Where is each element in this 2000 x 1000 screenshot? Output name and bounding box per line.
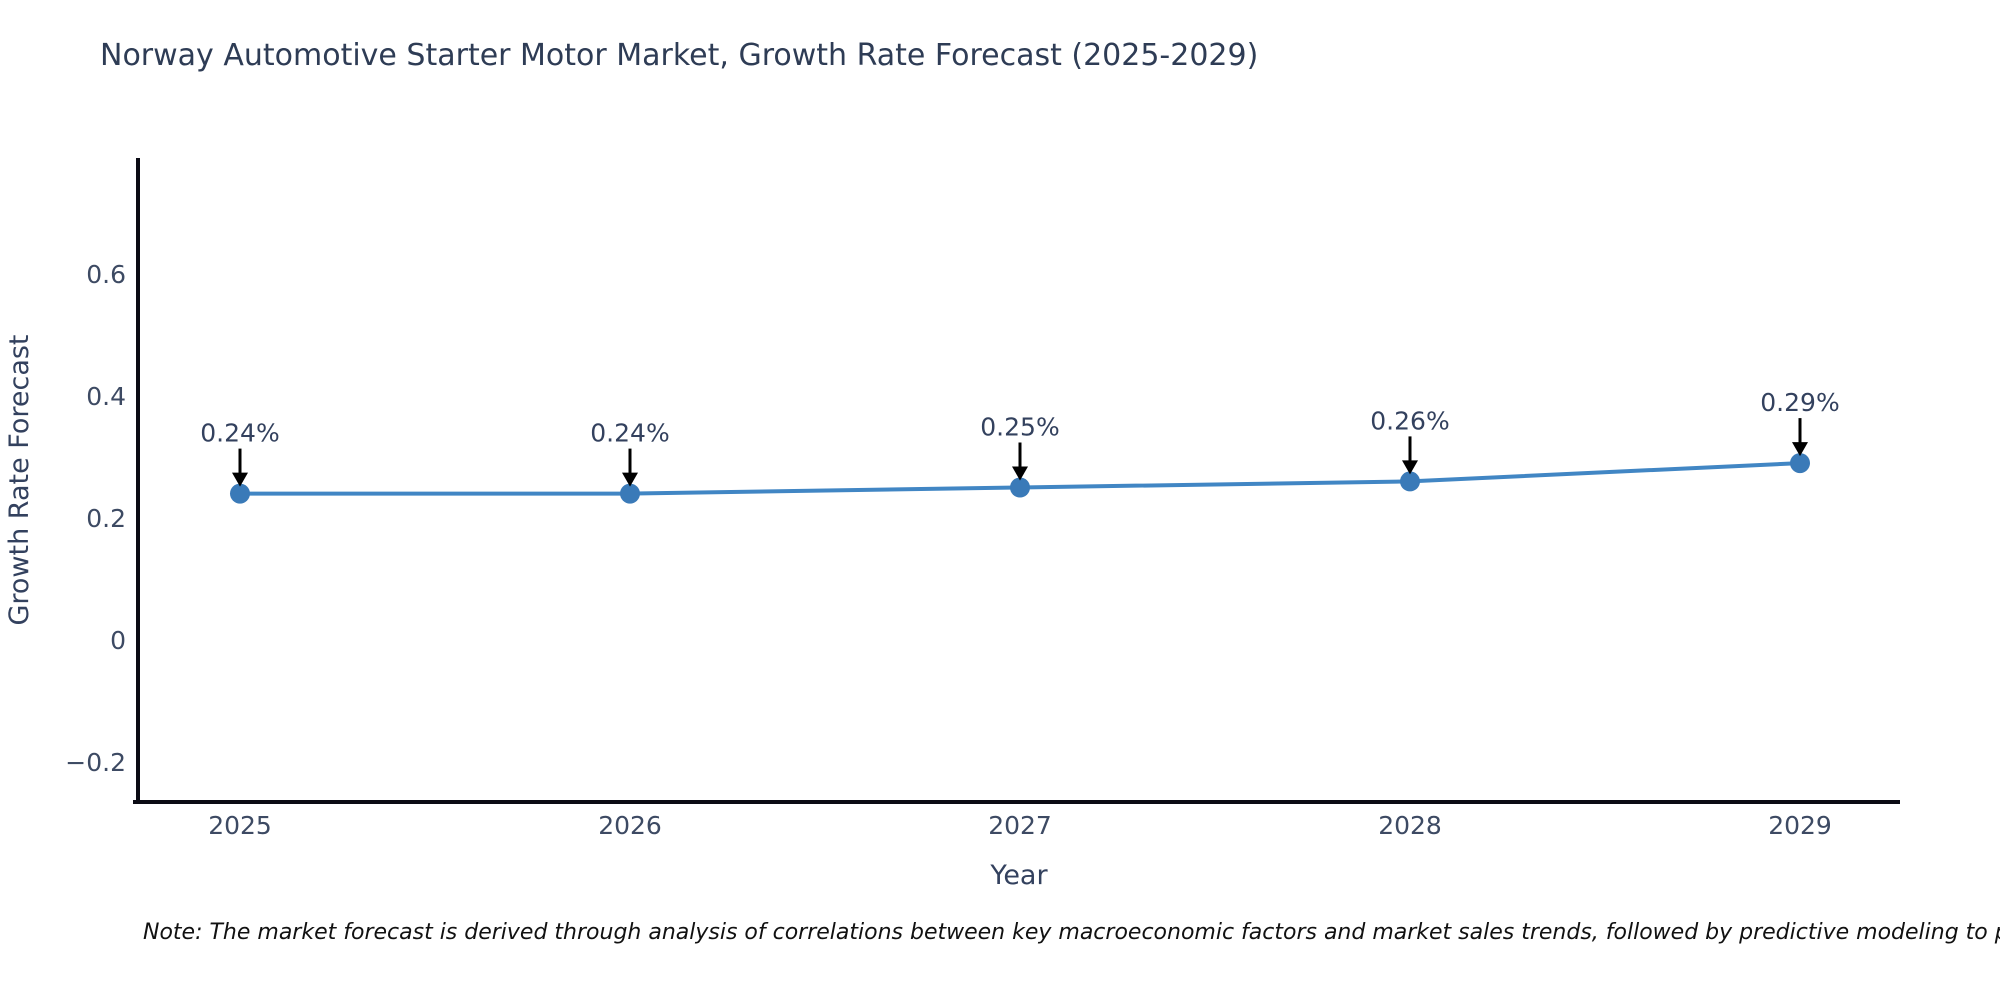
y-tick-label: 0.4 [86, 382, 126, 411]
x-tick-label: 2029 [1768, 811, 1832, 840]
data-point-label: 0.25% [980, 413, 1059, 442]
y-tick-label: 0.6 [86, 260, 126, 289]
data-point-marker [1790, 453, 1810, 474]
data-point-label: 0.24% [590, 419, 669, 448]
x-tick-label: 2028 [1378, 811, 1442, 840]
x-axis-title: Year [989, 860, 1048, 891]
data-point-marker [230, 483, 250, 504]
y-axis-title: Growth Rate Forecast [4, 334, 35, 625]
x-tick-label: 2027 [988, 811, 1052, 840]
y-tick-label: 0.2 [86, 504, 126, 533]
y-tick-label: −0.2 [65, 748, 126, 777]
annotation-arrow-head [1012, 466, 1028, 481]
x-tick-label: 2025 [208, 811, 272, 840]
footnote-text: Note: The market forecast is derived thr… [143, 920, 2000, 945]
chart-title: Norway Automotive Starter Motor Market, … [100, 38, 1259, 73]
data-point-label: 0.24% [200, 419, 279, 448]
data-point-marker [1010, 477, 1030, 498]
annotation-arrow-head [1792, 442, 1808, 457]
data-point-label: 0.29% [1760, 388, 1839, 417]
y-tick-label: 0 [110, 626, 126, 655]
annotation-arrow-head [622, 472, 638, 487]
annotation-arrow-head [1402, 460, 1418, 475]
x-tick-label: 2026 [598, 811, 662, 840]
data-point-marker [620, 483, 640, 504]
data-point-label: 0.26% [1370, 406, 1449, 435]
data-point-marker [1400, 471, 1420, 492]
annotation-arrow-head [232, 472, 248, 487]
